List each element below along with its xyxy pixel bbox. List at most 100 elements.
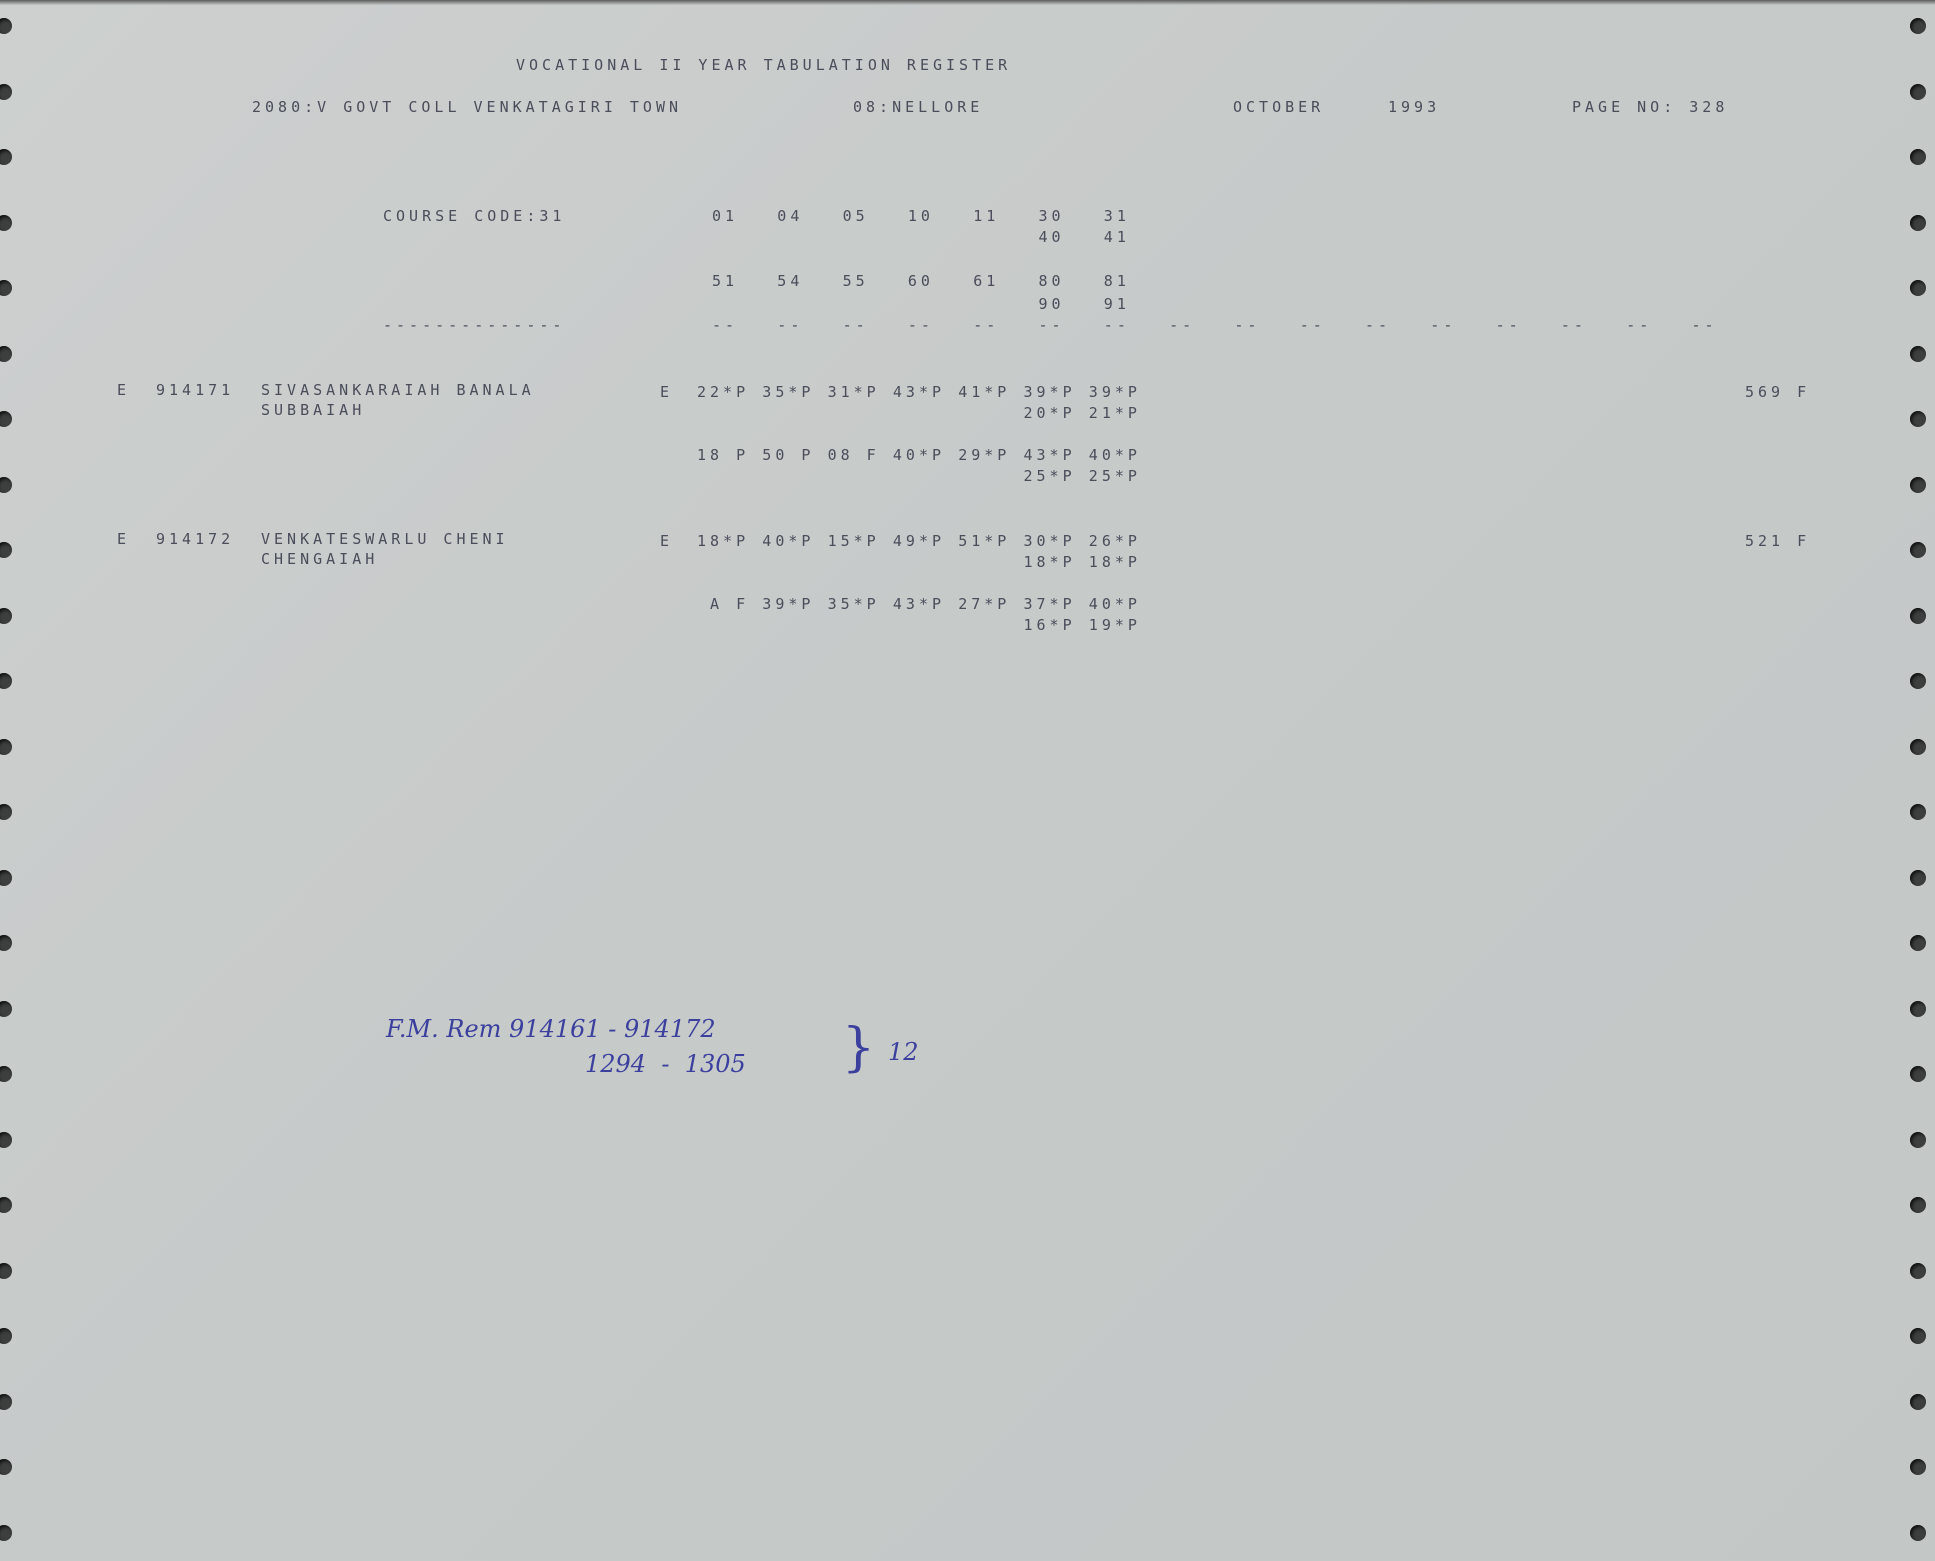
column-separator: -- xyxy=(1691,316,1718,334)
subject-code: 40 xyxy=(1038,228,1065,246)
subject-mark: A F xyxy=(697,595,750,613)
perforation-hole-icon xyxy=(1910,1197,1926,1213)
subject-mark: 18*P xyxy=(1088,553,1141,571)
subject-code: 55 xyxy=(842,272,869,290)
course-code: COURSE CODE:31 xyxy=(383,207,566,225)
college-name: 2080:V GOVT COLL VENKATAGIRI TOWN xyxy=(252,98,683,116)
perforation-hole-icon xyxy=(0,1197,12,1213)
perforation-hole-icon xyxy=(0,1131,12,1148)
perforation-hole-icon xyxy=(1910,1262,1926,1279)
subject-mark: 43*P xyxy=(892,595,946,613)
perforation-hole-icon xyxy=(1910,1393,1926,1410)
subject-mark: 31*P xyxy=(827,383,880,401)
subject-code: 30 xyxy=(1038,207,1065,225)
subject-mark: 43*P xyxy=(1023,446,1076,464)
subject-mark: 41*P xyxy=(958,383,1011,401)
perforation-hole-icon xyxy=(1910,1066,1926,1082)
perforation-hole-icon xyxy=(0,673,12,689)
subject-code: 80 xyxy=(1038,272,1065,290)
perforation-hole-icon xyxy=(0,738,12,755)
column-separator: -- xyxy=(777,316,804,334)
father-name: SUBBAIAH xyxy=(261,401,366,419)
subject-mark: 40*P xyxy=(762,532,815,550)
perforation-hole-icon xyxy=(1910,83,1926,100)
subject-mark: 29*P xyxy=(958,446,1011,464)
exam-year: 1993 xyxy=(1388,98,1441,116)
perforation-hole-icon xyxy=(0,83,12,100)
handwritten-serial-range: 1294 - 1305 xyxy=(585,1050,746,1078)
perforation-hole-icon xyxy=(1910,1328,1926,1344)
perforation-hole-icon xyxy=(0,1328,12,1344)
perforation-hole-icon xyxy=(0,869,12,886)
subject-code: 60 xyxy=(907,272,934,290)
perforation-hole-icon xyxy=(1910,607,1926,624)
subject-mark: 25*P xyxy=(1088,467,1141,485)
subject-mark: 25*P xyxy=(1023,467,1076,485)
subject-code: 81 xyxy=(1103,272,1130,290)
student-category: E xyxy=(117,381,131,399)
perforation-hole-icon xyxy=(0,1524,12,1541)
subject-mark: 51*P xyxy=(958,532,1011,550)
column-separator: -- xyxy=(1299,316,1326,334)
subject-code: 05 xyxy=(842,207,869,225)
subject-mark: 40*P xyxy=(1088,595,1141,613)
perforation-hole-icon xyxy=(0,214,12,231)
perforation-hole-icon xyxy=(0,1000,12,1017)
perforation-hole-icon xyxy=(0,18,12,34)
perforation-hole-icon xyxy=(0,1262,12,1279)
subject-code: 51 xyxy=(712,272,739,290)
report-title: VOCATIONAL II YEAR TABULATION REGISTER xyxy=(516,56,1012,74)
column-separator: -- xyxy=(1430,316,1457,334)
column-separator: -- xyxy=(712,316,739,334)
subject-mark: 37*P xyxy=(1023,595,1076,613)
subject-mark: 43*P xyxy=(892,383,946,401)
medium: E xyxy=(660,383,674,401)
subject-code: 10 xyxy=(907,207,934,225)
subject-code: 41 xyxy=(1103,228,1130,246)
column-separator: -- xyxy=(1560,316,1587,334)
roll-number: 914171 xyxy=(156,381,235,399)
perforation-hole-icon xyxy=(0,935,12,951)
subject-mark: 39*P xyxy=(1088,383,1141,401)
subject-mark: 40*P xyxy=(892,446,946,464)
subject-code: 61 xyxy=(973,272,1000,290)
perforation-hole-icon xyxy=(1910,935,1926,951)
handwritten-roll-range: F.M. Rem 914161 - 914172 xyxy=(386,1015,716,1043)
subject-mark: 21*P xyxy=(1088,404,1141,422)
perforation-hole-icon xyxy=(1910,411,1926,427)
subject-mark: 27*P xyxy=(958,595,1011,613)
subject-mark: 26*P xyxy=(1088,532,1141,550)
perforation-hole-icon xyxy=(0,280,12,296)
perforation-hole-icon xyxy=(1910,18,1926,34)
subject-mark: 18 P xyxy=(697,446,750,464)
subject-mark: 30*P xyxy=(1023,532,1076,550)
subject-mark: 50 P xyxy=(762,446,815,464)
column-separator: -- xyxy=(1495,316,1522,334)
father-name: CHENGAIAH xyxy=(261,550,379,568)
perforation-hole-icon xyxy=(1910,542,1926,558)
perforation-hole-icon xyxy=(0,345,12,362)
column-separator: -- xyxy=(1103,316,1130,334)
perforation-hole-icon xyxy=(0,804,12,820)
student-name: SIVASANKARAIAH BANALA xyxy=(261,381,535,399)
perforation-hole-icon xyxy=(1910,1000,1926,1017)
subject-code: 91 xyxy=(1103,295,1130,313)
subject-mark: 40*P xyxy=(1088,446,1141,464)
subject-mark: 19*P xyxy=(1088,616,1141,634)
paper-top-edge xyxy=(0,0,1935,5)
perforation-hole-icon xyxy=(1910,869,1926,886)
perforation-hole-icon xyxy=(1910,149,1926,165)
column-separator: -- xyxy=(1038,316,1065,334)
column-separator: -- xyxy=(1234,316,1261,334)
total-result: 521 F xyxy=(1745,532,1811,550)
column-separator: -- xyxy=(842,316,869,334)
handwritten-count: 12 xyxy=(888,1038,919,1066)
subject-code: 54 xyxy=(777,272,804,290)
exam-month: OCTOBER xyxy=(1233,98,1325,116)
perforation-hole-icon xyxy=(1910,280,1926,296)
header-underline: -------------- xyxy=(383,316,566,334)
subject-mark: 20*P xyxy=(1023,404,1076,422)
subject-mark: 39*P xyxy=(1023,383,1076,401)
roll-number: 914172 xyxy=(156,530,235,548)
perforation-hole-icon xyxy=(1910,345,1926,362)
